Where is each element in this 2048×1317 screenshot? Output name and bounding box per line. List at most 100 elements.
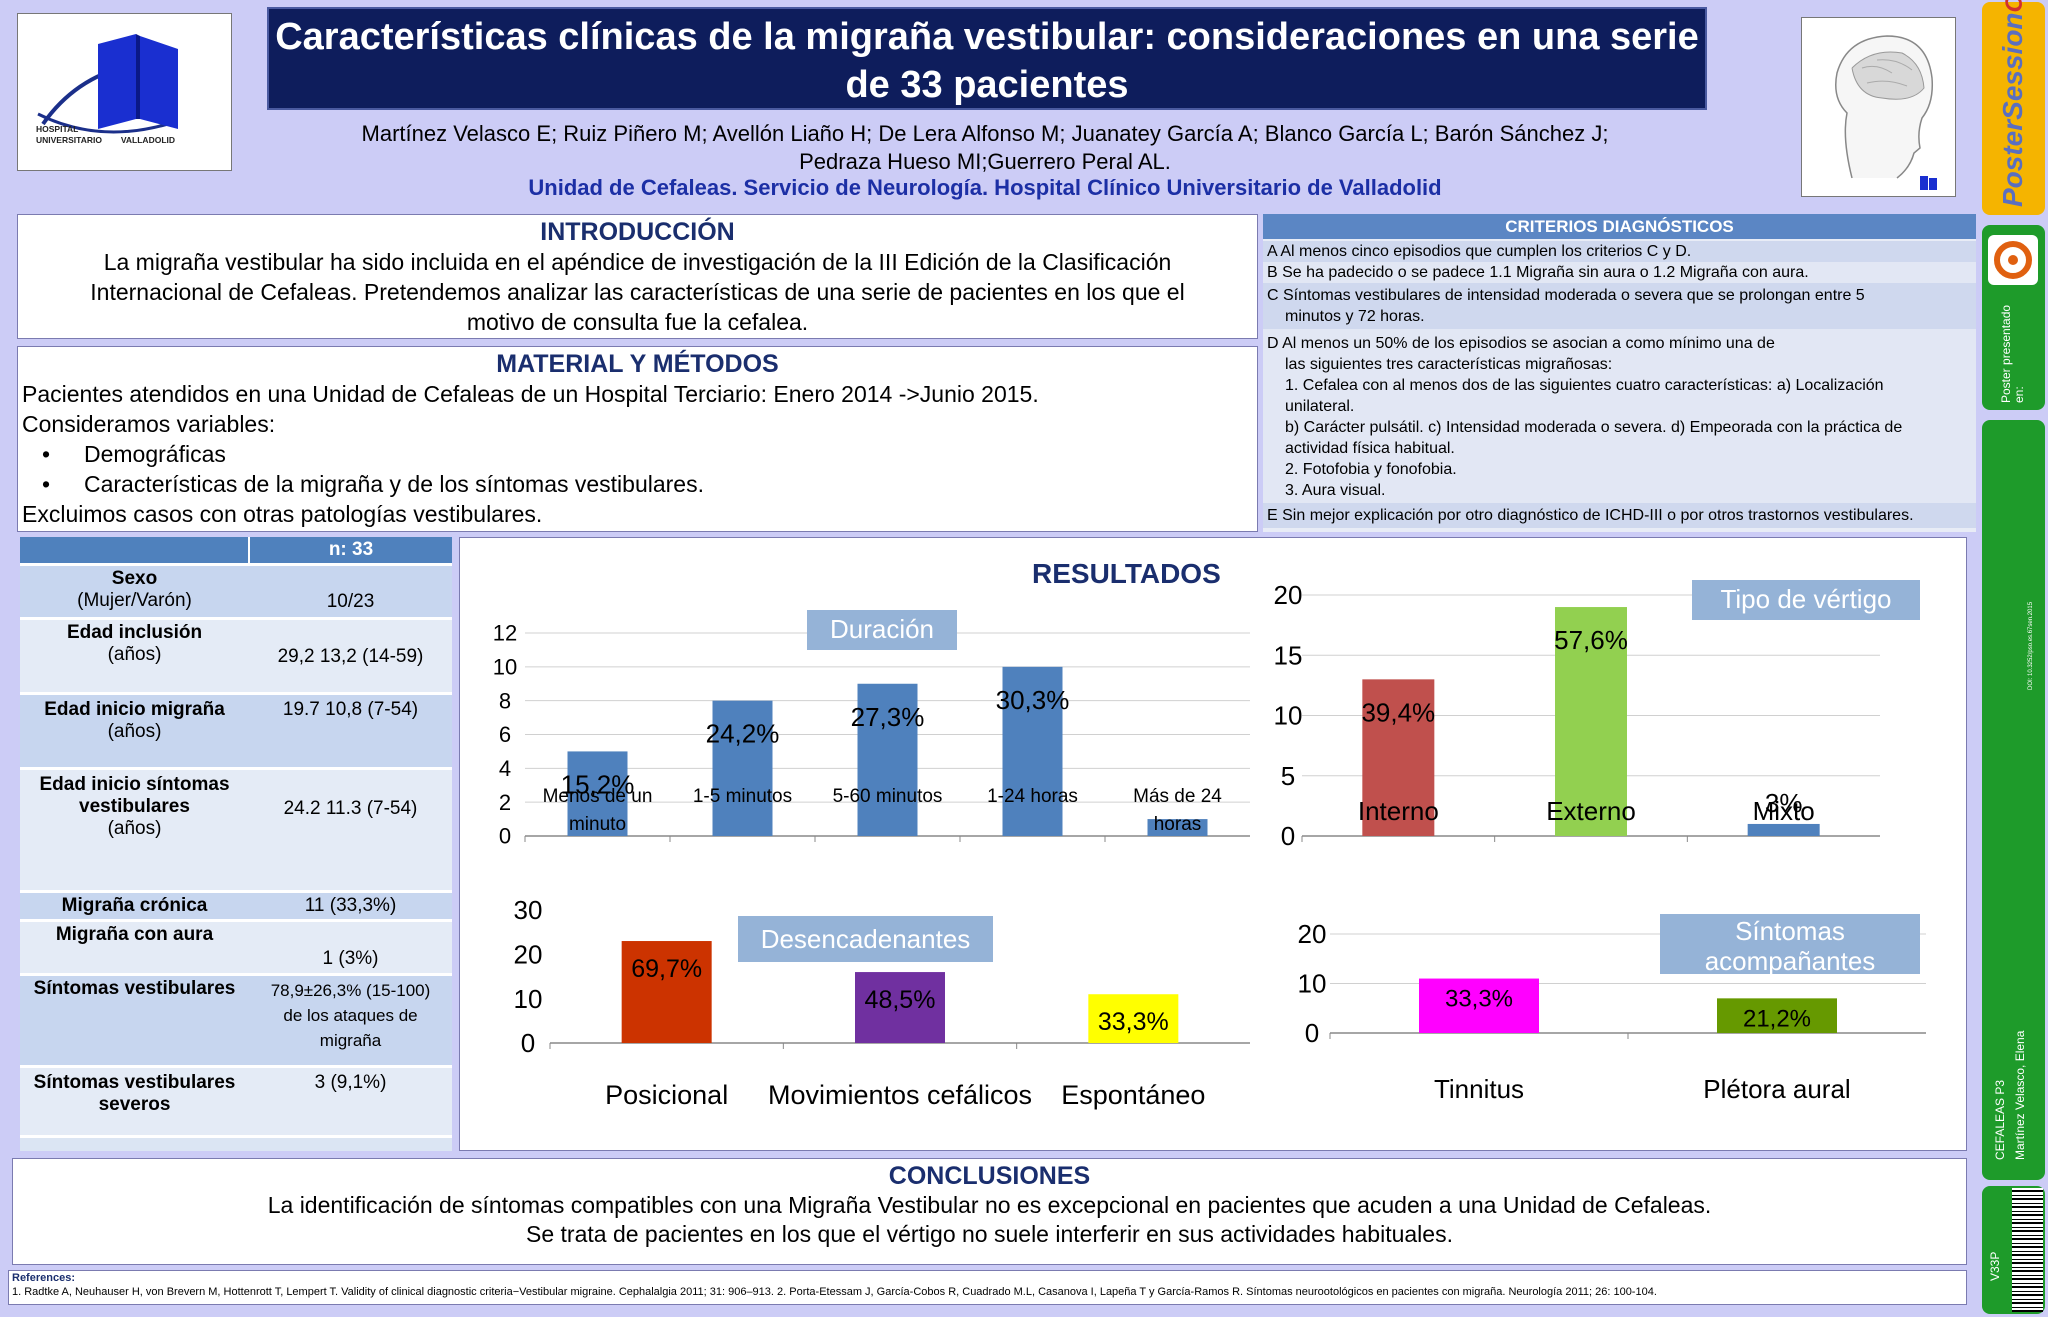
- data-label: 3%: [1765, 788, 1803, 818]
- intro-heading: INTRODUCCIÓN: [540, 218, 735, 246]
- table-row: Migraña crónica 11 (33,3%): [20, 891, 452, 922]
- y-tick-label: 4: [499, 756, 511, 781]
- x-tick-label: Mixto: [1753, 796, 1815, 826]
- criterion-b: B Se ha padecido o se padece 1.1 Migraña…: [1263, 262, 1976, 283]
- bar: [1717, 998, 1837, 1033]
- references-section: References: 1. Radtke A, Neuhauser H, vo…: [8, 1270, 1967, 1305]
- chart-title: Desencadenantes: [761, 924, 971, 954]
- y-tick-label: 12: [493, 621, 517, 646]
- bar: [1147, 819, 1208, 836]
- data-label: 57,6%: [1554, 625, 1628, 655]
- x-tick-label: Espontáneo: [1061, 1080, 1205, 1110]
- y-tick-label: 6: [499, 722, 511, 747]
- chart-title-box: [738, 916, 993, 962]
- y-tick-label: 0: [1305, 1018, 1319, 1048]
- criterion-d: D Al menos un 50% de los episodios se as…: [1263, 329, 1976, 503]
- x-tick-label: Menos de un: [543, 786, 653, 807]
- x-tick-label: Tinnitus: [1434, 1074, 1524, 1104]
- data-label: 21,2%: [1743, 1005, 1811, 1032]
- hospital-logo: HOSPITAL UNIVERSITARIO VALLADOLID: [17, 13, 232, 171]
- references-label: References:: [12, 1272, 75, 1284]
- authors: Martínez Velasco E; Ruiz Piñero M; Avell…: [361, 121, 1609, 174]
- bar: [1555, 607, 1627, 836]
- conclusions-section: CONCLUSIONES La identificación de síntom…: [12, 1158, 1967, 1265]
- data-label: 33,3%: [1098, 1008, 1169, 1036]
- x-tick-label: minuto: [569, 814, 626, 835]
- y-tick-label: 20: [1274, 580, 1303, 610]
- bar: [712, 700, 773, 836]
- criterion-e: E Sin mejor explicación por otro diagnós…: [1263, 503, 1976, 528]
- x-tick-label: horas: [1154, 814, 1202, 835]
- conclusions-heading: CONCLUSIONES: [888, 1162, 1091, 1190]
- chart-title: Tipo de vértigo: [1720, 584, 1891, 614]
- table-row: Síntomas vestibulares severos 3 (9,1%): [20, 1066, 452, 1138]
- x-tick-label: Más de 24: [1133, 786, 1222, 807]
- y-tick-label: 2: [499, 790, 511, 815]
- hospital-logo-mark: [37, 34, 178, 134]
- methods-heading: MATERIAL Y MÉTODOS: [496, 350, 779, 378]
- criterion-c: C Síntomas vestibulares de intensidad mo…: [1263, 283, 1976, 329]
- sen-logo-icon: [1994, 241, 2032, 279]
- x-tick-label: Posicional: [605, 1080, 728, 1110]
- data-label: 39,4%: [1361, 697, 1435, 727]
- head-illustration: [1801, 17, 1956, 197]
- results-section: 0 2 4 6 8 10 12 Menos de un minuto 15,2% 1-5 minut…: [459, 537, 1967, 1151]
- y-tick-label: 5: [1281, 761, 1295, 791]
- y-tick-label: 20: [1298, 919, 1327, 949]
- table-row: Edad inclusión (años) 29,2 13,2 (14-59): [20, 618, 452, 695]
- bar: [1747, 823, 1820, 836]
- bar: [621, 941, 712, 1043]
- chart-title-box: [1692, 580, 1920, 620]
- y-tick-label: 10: [514, 984, 543, 1014]
- data-label: 30,3%: [996, 685, 1070, 715]
- bar: [1419, 978, 1539, 1033]
- table-row: Migraña con aura 1 (3%): [20, 920, 452, 976]
- data-label: 48,5%: [865, 986, 936, 1014]
- hospital-logo-text: HOSPITAL UNIVERSITARIO VALLADOLID: [36, 124, 176, 145]
- data-label: 33,3%: [1445, 986, 1513, 1013]
- sidebar-code: CEFALEAS P3 Martínez Velasco, Elena DOI:…: [1982, 420, 2045, 1180]
- brain-head-icon: [1835, 35, 1937, 190]
- sidebar-brand: PosterSessionOnline: [1982, 0, 2045, 215]
- poster-title: Características clínicas de la migraña v…: [267, 7, 1707, 110]
- y-tick-label: 0: [521, 1028, 535, 1058]
- society-logo: [1988, 235, 2038, 285]
- y-tick-label: 20: [514, 939, 543, 969]
- x-tick-label: Externo: [1546, 796, 1636, 826]
- bar: [855, 972, 945, 1043]
- table-row: Sexo (Mujer/Varón) 10/23: [20, 564, 452, 620]
- x-tick-label: Plétora aural: [1703, 1074, 1850, 1104]
- intro-section: INTRODUCCIÓN La migraña vestibular ha si…: [17, 214, 1258, 339]
- y-tick-label: 10: [1274, 701, 1303, 731]
- criteria-section: CRITERIOS DIAGNÓSTICOS A Al menos cinco …: [1263, 214, 1976, 532]
- bar: [1088, 994, 1179, 1043]
- x-tick-label: 1-5 minutos: [693, 786, 792, 807]
- chart-title-box: [807, 610, 957, 650]
- table-row: Edad inicio síntomas vestibulares (años) 2…: [20, 768, 452, 893]
- y-tick-label: 10: [493, 655, 517, 680]
- table-header-n: n: 33: [248, 537, 452, 566]
- bar: [857, 683, 918, 836]
- sidebar-barcode: V33P: [1982, 1186, 2045, 1314]
- chart-title: Duración: [830, 614, 934, 644]
- affiliation: Unidad de Cefaleas. Servicio de Neurolog…: [528, 175, 1442, 200]
- bar: [1002, 666, 1063, 836]
- methods-section: MATERIAL Y MÉTODOS Pacientes atendidos e…: [17, 346, 1258, 532]
- data-label: 27,3%: [851, 702, 925, 732]
- x-tick-label: 5-60 minutos: [833, 786, 943, 807]
- data-label: 69,7%: [631, 955, 702, 983]
- methods-text: Pacientes atendidos en una Unidad de Cef…: [22, 381, 1039, 527]
- y-tick-label: 0: [1281, 821, 1295, 851]
- chart-title-box: [1660, 914, 1920, 974]
- chart-title: Síntomas: [1735, 916, 1845, 946]
- criteria-heading: CRITERIOS DIAGNÓSTICOS: [1263, 214, 1976, 239]
- data-label: 24,2%: [706, 719, 780, 749]
- criterion-a: A Al menos cinco episodios que cumplen l…: [1263, 241, 1976, 262]
- x-tick-label: 1-24 horas: [987, 786, 1078, 807]
- data-label: 15,2%: [561, 769, 635, 799]
- results-heading: RESULTADOS: [1032, 558, 1221, 589]
- table-row: Síntomas vestibulares 78,9±26,3% (15-100…: [20, 974, 452, 1068]
- chart-title: acompañantes: [1705, 946, 1876, 976]
- y-tick-label: 15: [1274, 640, 1303, 670]
- y-tick-label: 10: [1298, 969, 1327, 999]
